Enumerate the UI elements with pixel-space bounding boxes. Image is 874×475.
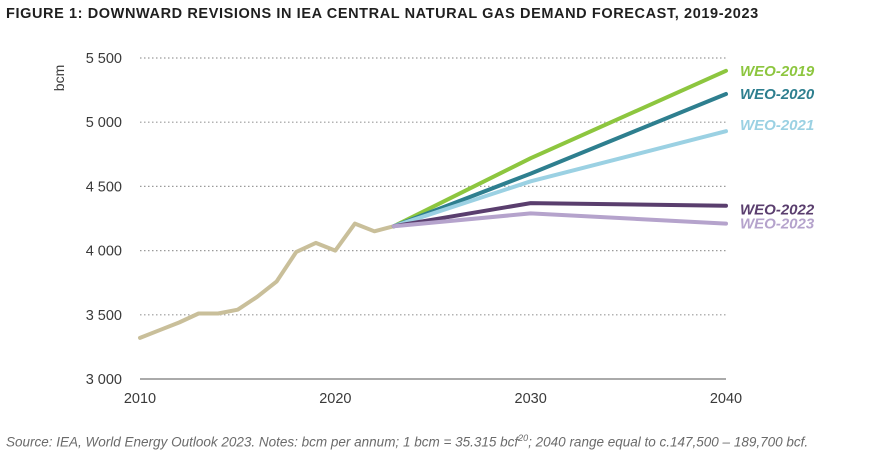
x-tick-label: 2010 — [124, 391, 156, 407]
x-tick-label: 2030 — [515, 391, 547, 407]
gridlines — [140, 57, 726, 316]
series-line-weo-2022 — [391, 201, 728, 229]
chart-title: FIGURE 1: DOWNWARD REVISIONS IN IEA CENT… — [6, 6, 759, 22]
y-tick-label: 3 500 — [86, 308, 122, 324]
y-axis-label: bcm — [51, 65, 67, 91]
series-label-weo-2019: WEO-2019 — [740, 63, 815, 80]
x-tick-label: 2020 — [319, 391, 351, 407]
y-tick-label: 4 000 — [86, 244, 122, 260]
series-line-weo-2021 — [391, 129, 728, 229]
x-tick-label: 2040 — [710, 391, 742, 407]
y-tick-label: 3 000 — [86, 372, 122, 388]
source-note: Source: IEA, World Energy Outlook 2023. … — [6, 429, 866, 452]
y-tick-label: 5 000 — [86, 115, 122, 131]
series-label-weo-2023: WEO-2023 — [740, 216, 815, 233]
y-tick-label: 5 500 — [86, 51, 122, 67]
series-line-history — [138, 221, 396, 340]
y-axis-ticks: 3 000 3 500 4 000 4 500 5 000 5 500 — [86, 51, 122, 388]
series-line-weo-2019 — [391, 68, 728, 229]
y-tick-label: 4 500 — [86, 179, 122, 195]
series-line-weo-2023 — [391, 211, 728, 229]
series-label-weo-2021: WEO-2021 — [740, 117, 814, 134]
series-line-weo-2020 — [391, 92, 728, 229]
series-label-weo-2020: WEO-2020 — [740, 86, 815, 103]
series-label-weo-2022: WEO-2022 — [740, 202, 815, 219]
source-text: Source: IEA, World Energy Outlook 2023. … — [6, 434, 519, 450]
series-lines — [138, 68, 728, 340]
footnote-ref: 20 — [518, 433, 529, 443]
x-axis-ticks: 2010 2020 2030 2040 — [124, 391, 742, 407]
source-text-end: ; 2040 range equal to c.147,500 – 189,70… — [528, 434, 809, 450]
